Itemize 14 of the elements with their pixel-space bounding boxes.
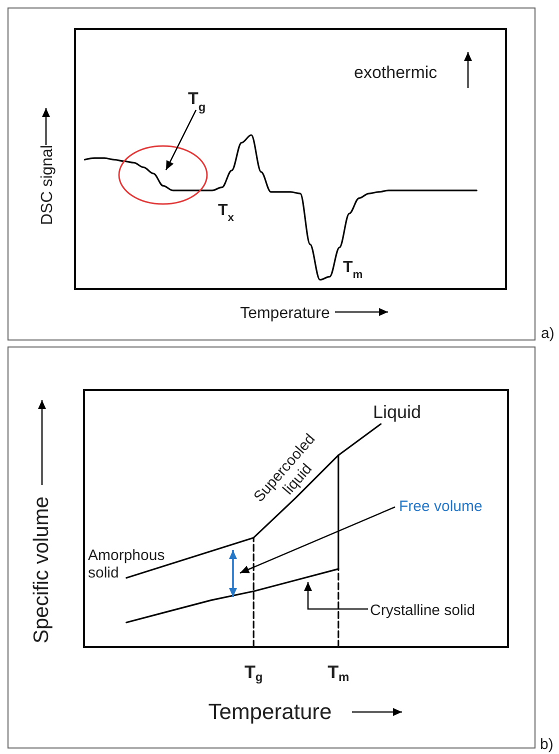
annotation: Amorphous solid bbox=[88, 547, 165, 582]
y-axis-title: DSC signal bbox=[39, 144, 56, 226]
annotation: T$_{x}$ bbox=[218, 202, 235, 224]
annotation: T$_{m}$ bbox=[343, 259, 363, 281]
text: a) bbox=[541, 325, 554, 342]
annotation: Free volume bbox=[399, 498, 482, 515]
text: Liquid bbox=[373, 402, 422, 422]
text: b) bbox=[540, 736, 554, 753]
text: T$_{g}$ bbox=[188, 89, 206, 114]
annotation: Crystalline solid bbox=[370, 602, 476, 619]
text: exothermic bbox=[354, 63, 438, 82]
x-axis-title: Temperature bbox=[240, 305, 330, 322]
x-axis-title: Temperature bbox=[208, 699, 332, 724]
y-axis-title: Specific volume bbox=[30, 496, 53, 644]
